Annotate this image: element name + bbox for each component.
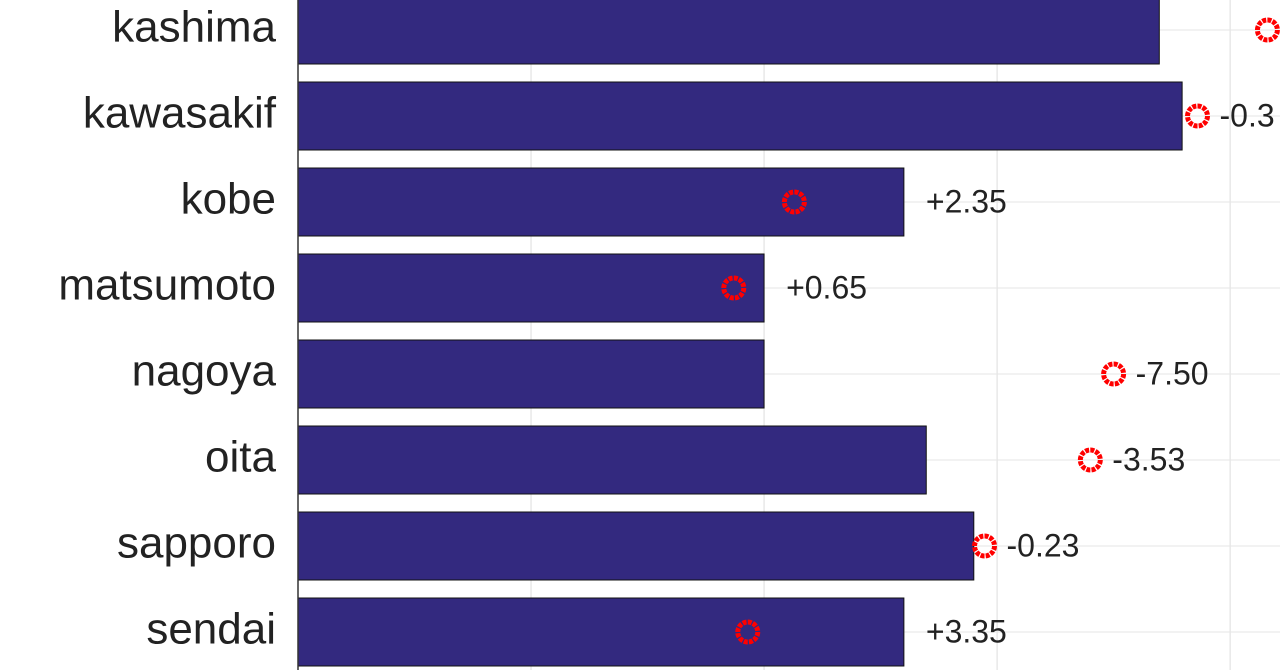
category-label: kashima [112, 3, 276, 52]
category-label: oita [205, 433, 276, 482]
marker [1185, 103, 1211, 129]
bar [297, 511, 975, 581]
marker [781, 189, 807, 215]
value-label: -3.53 [1112, 441, 1185, 477]
bar [297, 597, 905, 667]
bar [297, 339, 765, 409]
value-label: -0.3 [1220, 97, 1275, 133]
marker [1077, 447, 1103, 473]
value-label: +3.35 [926, 613, 1007, 649]
bar [297, 167, 905, 237]
category-label: nagoya [132, 347, 277, 396]
category-label: kobe [181, 175, 276, 224]
bar [297, 0, 1160, 65]
value-label: -7.50 [1136, 355, 1209, 391]
category-label: kawasakif [83, 89, 277, 138]
category-label: sendai [146, 605, 276, 654]
marker [1254, 17, 1280, 43]
bar [297, 425, 927, 495]
marker [721, 275, 747, 301]
category-label: sapporo [117, 519, 276, 568]
marker [735, 619, 761, 645]
value-label: +0.65 [786, 269, 867, 305]
bar [297, 81, 1183, 151]
marker [1101, 361, 1127, 387]
value-label: -0.23 [1007, 527, 1080, 563]
marker [972, 533, 998, 559]
bar [297, 253, 765, 323]
category-label: matsumoto [58, 261, 276, 310]
value-label: +2.35 [926, 183, 1007, 219]
